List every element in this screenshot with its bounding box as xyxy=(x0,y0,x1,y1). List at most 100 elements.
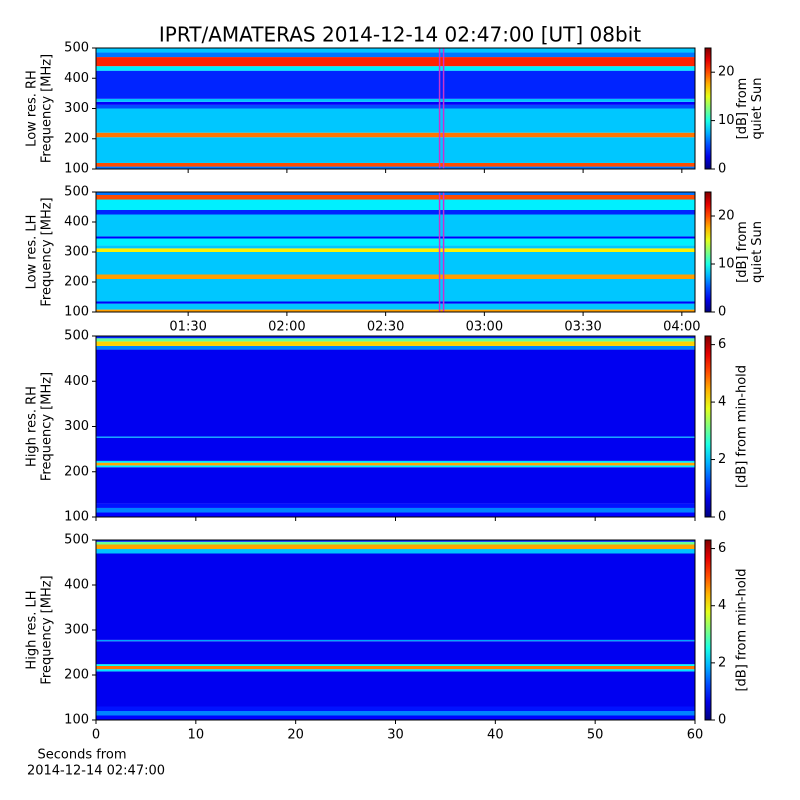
colorbar-tick-label: 10 xyxy=(718,257,735,272)
y-tick-label: 500 xyxy=(64,185,89,200)
spectrum-band xyxy=(96,166,695,169)
spectrum-band xyxy=(96,706,695,711)
chart-title: IPRT/AMATERAS 2014-12-14 02:47:00 [UT] 0… xyxy=(159,23,641,47)
panel: IPRT/AMATERAS 2014-12-14 02:47:00 [UT] 0… xyxy=(25,23,766,177)
y-tick-label: 500 xyxy=(64,41,89,56)
spectrum-band xyxy=(96,639,695,642)
colorbar-label: [dB] from min-hold xyxy=(735,568,750,691)
colorbar xyxy=(705,48,711,169)
spectrum-band xyxy=(96,252,695,275)
colorbar-label: quiet Sun xyxy=(750,77,765,139)
y-tick-label: 400 xyxy=(64,578,89,593)
colorbar xyxy=(705,540,711,720)
y-tick-label: 300 xyxy=(64,245,89,260)
spectrum-band xyxy=(96,507,695,513)
x-tick-label: 03:30 xyxy=(564,320,601,335)
y-tick-label: 300 xyxy=(64,101,89,116)
spectrum-band xyxy=(96,669,695,672)
spectrum-band xyxy=(96,715,695,720)
colorbar-frame xyxy=(704,191,712,313)
spectrum-band xyxy=(96,349,695,437)
spectrum-band xyxy=(96,162,695,167)
spectrum-band xyxy=(96,512,695,517)
spectrum-band xyxy=(96,238,695,246)
y-axis-label: High res. LH xyxy=(25,590,40,669)
spectrum-band xyxy=(96,279,695,302)
spectrum-band xyxy=(96,108,695,133)
x-tick-label: 02:00 xyxy=(268,320,305,335)
y-tick-label: 100 xyxy=(64,305,89,320)
spectrum-band xyxy=(96,52,695,58)
x-tick-label: 30 xyxy=(387,728,404,743)
spectrum-band xyxy=(96,248,695,252)
spectrum-band xyxy=(96,549,695,554)
spectrum-band xyxy=(96,341,695,346)
x-axis-label: 2014-12-14 02:47:00 xyxy=(27,764,165,779)
spectrum-band xyxy=(96,303,695,310)
spectrum-band xyxy=(96,101,695,105)
x-tick-label: 50 xyxy=(587,728,604,743)
y-tick-label: 200 xyxy=(64,668,89,683)
spectrum-band xyxy=(96,544,695,549)
x-tick-label: 0 xyxy=(92,728,100,743)
x-tick-label: 01:30 xyxy=(169,320,206,335)
spectrum-band xyxy=(96,132,695,138)
spectrum-band xyxy=(96,336,695,339)
y-axis-label: Low res. RH xyxy=(25,70,40,147)
colorbar-tick-label: 20 xyxy=(718,209,735,224)
colorbar xyxy=(705,336,711,517)
spectrum-band xyxy=(96,666,695,670)
colorbar-tick-label: 2 xyxy=(718,655,726,670)
colorbar-label: [dB] from min-hold xyxy=(735,365,750,488)
colorbar-tick-label: 4 xyxy=(718,598,726,613)
y-tick-label: 400 xyxy=(64,374,89,389)
y-tick-label: 300 xyxy=(64,623,89,638)
spectrum-band xyxy=(96,541,695,545)
x-tick-label: 60 xyxy=(687,728,704,743)
x-tick-label: 20 xyxy=(287,728,304,743)
spectrum-band xyxy=(96,460,695,463)
spectrum-band xyxy=(96,345,695,350)
colorbar-tick-label: 6 xyxy=(718,337,726,352)
x-tick-label: 04:00 xyxy=(663,320,700,335)
spectrum-band xyxy=(96,274,695,279)
colorbar-tick-label: 10 xyxy=(718,113,735,128)
y-axis-label: Frequency [MHz] xyxy=(40,54,55,163)
spectrum-band xyxy=(96,210,695,215)
y-tick-label: 200 xyxy=(64,131,89,146)
spectrum-band xyxy=(96,711,695,716)
spectrum-band xyxy=(96,465,695,468)
spectrum-band xyxy=(96,664,695,666)
x-tick-label: 10 xyxy=(188,728,205,743)
spectrum-band xyxy=(96,137,695,163)
colorbar-tick-label: 6 xyxy=(718,541,726,556)
spectrum-band xyxy=(96,309,695,312)
y-axis-label: Low res. LH xyxy=(25,215,40,290)
y-axis-label: Frequency [MHz] xyxy=(40,197,55,306)
spectrum-band xyxy=(96,338,695,342)
x-tick-label: 03:00 xyxy=(466,320,503,335)
colorbar-frame xyxy=(704,539,712,721)
spectrum-band xyxy=(96,436,695,438)
x-axis-label: Seconds from xyxy=(37,748,126,763)
colorbar-frame xyxy=(704,47,712,170)
spectrum-band xyxy=(96,467,695,504)
spectrum-band xyxy=(96,57,695,67)
y-tick-label: 500 xyxy=(64,329,89,344)
colorbar-tick-label: 20 xyxy=(718,65,735,80)
spectrum-band xyxy=(96,195,695,200)
spectrum-band xyxy=(96,192,695,195)
colorbar-tick-label: 0 xyxy=(718,510,726,525)
colorbar-tick-label: 0 xyxy=(718,713,726,728)
colorbar-tick-label: 0 xyxy=(718,162,726,177)
spectrum-band xyxy=(96,437,695,461)
spectrum-band xyxy=(96,245,695,249)
colorbar xyxy=(705,192,711,312)
spectrum-band xyxy=(96,641,695,665)
spectrum-band xyxy=(96,199,695,210)
panel: 100 200 300 400 500 High res. RH Frequency [MH… xyxy=(25,329,750,525)
spectrum-band xyxy=(96,553,695,640)
